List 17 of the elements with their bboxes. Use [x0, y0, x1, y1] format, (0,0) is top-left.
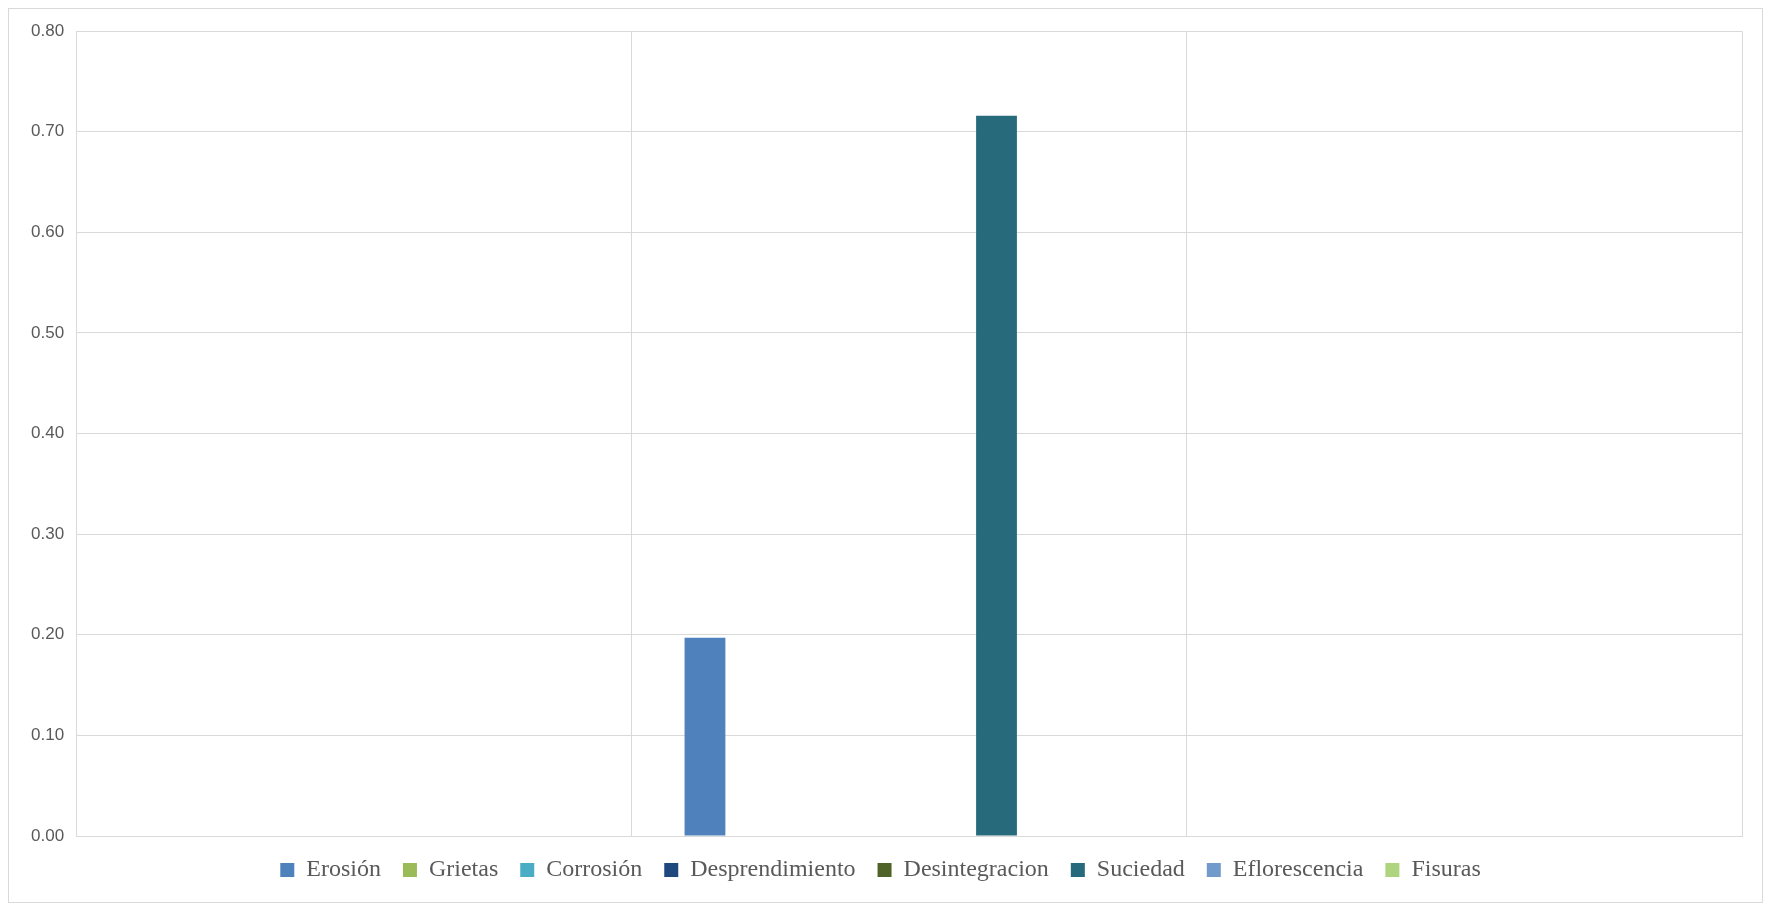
- legend-label: Corrosión: [546, 855, 643, 882]
- legend-label: Erosión: [306, 855, 381, 882]
- legend-label: Desprendimiento: [690, 855, 856, 882]
- legend-label: Desintegracion: [903, 855, 1049, 882]
- legend-label: Suciedad: [1096, 855, 1185, 882]
- y-tick-label: 0.60: [30, 222, 65, 242]
- y-tick-label: 0.70: [30, 121, 65, 141]
- legend-label: Grietas: [428, 855, 499, 882]
- y-tick-label: 0.80: [30, 20, 65, 40]
- y-tick-label: 0.50: [30, 322, 65, 342]
- y-tick-label: 0.20: [30, 624, 65, 644]
- y-tick-label: 0.10: [30, 725, 65, 745]
- y-tick-label: 0.30: [30, 523, 65, 543]
- y-tick-label: 0.00: [30, 825, 65, 845]
- legend-label: Fisuras: [1411, 855, 1481, 882]
- legend-label: Eflorescencia: [1232, 855, 1364, 882]
- y-tick-label: 0.40: [30, 423, 65, 443]
